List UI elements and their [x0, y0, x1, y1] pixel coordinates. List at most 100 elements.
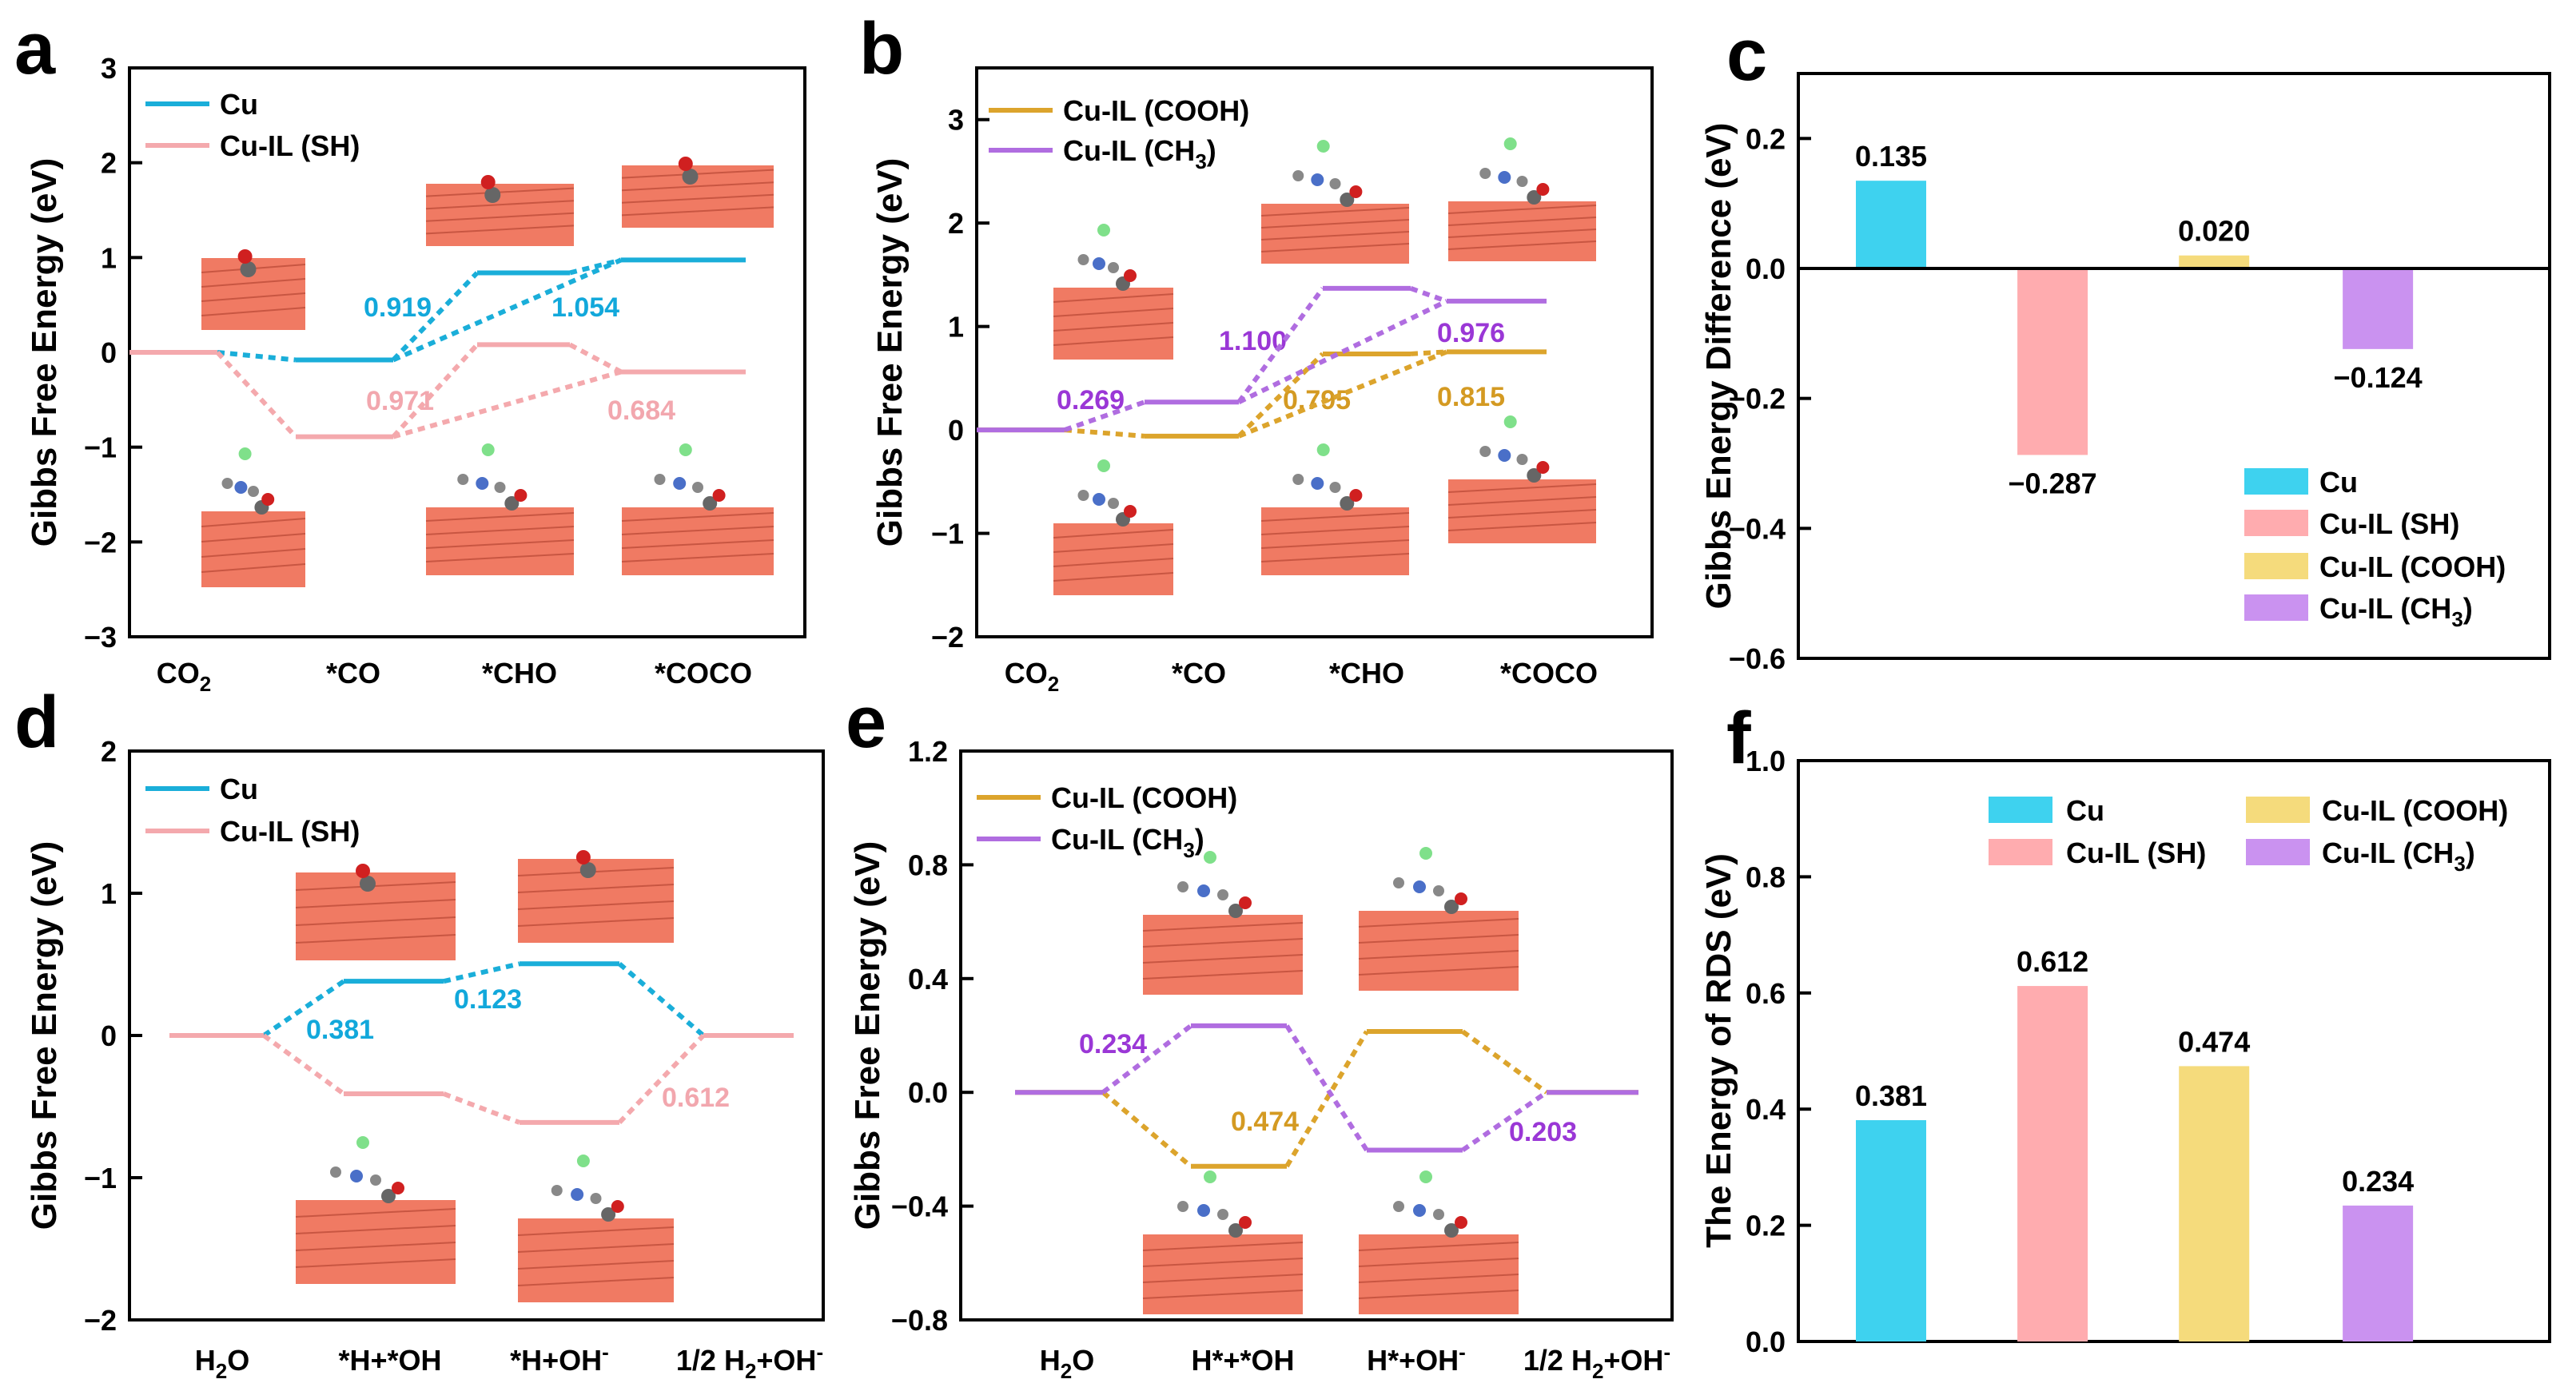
inset-a-il-coco-atom-2: [673, 477, 687, 490]
annotation-e-ch3-step1: 0.234: [1079, 1029, 1147, 1059]
energy-connector-d-s0-2: [443, 961, 520, 984]
inset-e-ch3-1-row-0: [1142, 922, 1304, 932]
inset-b-cooh-co-row-0: [1053, 529, 1174, 539]
legend-label-a-sh: Cu-IL (SH): [220, 129, 360, 162]
inset-d-cu-2-carbon: [579, 862, 596, 878]
legend-label-c-cu: Cu: [2319, 466, 2358, 499]
legend-swatch-c-cooh: [2244, 553, 2308, 579]
inset-d-sh-2-atom-5: [611, 1200, 624, 1213]
inset-a-coco-oxygen: [678, 157, 693, 171]
energy-connector-e-s0-2: [1284, 1030, 1369, 1168]
inset-e-ch3-2-atom-1: [1393, 877, 1404, 888]
ytick-label-f-2: 0.6: [1746, 977, 1786, 1010]
inset-b-cooh-coco-atom-5: [1536, 461, 1550, 474]
y-axis-title-a: Gibbs Free Energy (eV): [25, 158, 64, 547]
energy-connector-b-s1-1: [1064, 399, 1145, 432]
ytick-label-e-2: 0.4: [908, 963, 948, 996]
bar-value-label-c-3: −0.124: [2334, 361, 2423, 394]
inset-d-sh-2-row-3: [517, 1277, 675, 1286]
inset-a-il-co-atom-3: [248, 486, 259, 497]
inset-b-ch3-cho-atom-4: [1340, 193, 1355, 207]
inset-b-cooh-co-atom-1: [1077, 490, 1089, 501]
xtick-d-h-ohm: *H+OH-: [510, 1340, 609, 1377]
ytick-label-b-1: 2: [948, 207, 964, 240]
inset-b-cooh-co-atom-2: [1093, 493, 1105, 506]
inset-e-ch3-1-atom-5: [1239, 896, 1252, 909]
inset-e-ch3-2-row-2: [1358, 950, 1519, 960]
legend-swatch-f-cooh: [2246, 797, 2310, 823]
legend-label-c-cooh: Cu-IL (COOH): [2319, 550, 2506, 583]
inset-a-coco-row-0: [621, 169, 774, 179]
energy-connector-e-s0-3: [1461, 1029, 1548, 1095]
legend-swatch-f-sh: [1989, 839, 2052, 865]
inset-d-sh-2-atom-2: [571, 1188, 584, 1201]
xtick-e-h-oh: H*+*OH: [1191, 1344, 1294, 1377]
inset-a-il-co-atom-1: [221, 478, 233, 489]
ytick-label-c-2: −0.2: [1729, 383, 1786, 415]
inset-e-ch3-2-atom-3: [1433, 885, 1444, 896]
inset-b-ch3-coco-row-0: [1447, 205, 1597, 214]
energy-connector-d-s0-3: [618, 962, 705, 1038]
inset-e-cooh-1-row-2: [1142, 1274, 1304, 1283]
inset-b-cooh-cho-chloride: [1316, 443, 1330, 456]
ytick-label-f-1: 0.8: [1746, 860, 1786, 893]
inset-d-cu-2-oxygen: [575, 850, 591, 864]
ytick-label-b-0: 3: [948, 104, 964, 137]
inset-b-ch3-cho-chloride: [1316, 140, 1330, 153]
inset-a-il-coco-row-1: [621, 526, 774, 535]
inset-a-il-co-atom-2: [234, 481, 248, 494]
inset-a-il-cho-row-0: [425, 512, 575, 522]
inset-b-ch3-cho-atom-3: [1329, 178, 1341, 189]
inset-b-cooh-co-row-2: [1053, 558, 1174, 567]
energy-connector-d-s1-1: [262, 1033, 345, 1096]
inset-b-cooh-cho-row-1: [1260, 526, 1410, 535]
inset-a-coco-row-1: [621, 181, 774, 192]
inset-e-ch3-1-row-3: [1142, 970, 1304, 980]
energy-connector-a-s1-3: [568, 342, 623, 375]
inset-b-cooh-coco-atom-3: [1516, 454, 1528, 465]
inset-d-cu-1: [295, 864, 456, 960]
bar-value-label-c-2: 0.020: [2178, 215, 2250, 248]
inset-b-ch3-cho: [1260, 140, 1410, 264]
xtick-e-h2-ohm: 1/2 H2+OH-: [1523, 1340, 1670, 1383]
inset-d-cu-2-row-3: [517, 917, 675, 927]
inset-a-il-cho-atom-3: [494, 482, 506, 493]
xtick-d-h2o: H2O: [195, 1344, 249, 1383]
energy-connector-a-s0-1: [217, 350, 297, 363]
inset-a-coco: [621, 157, 774, 228]
inset-b-cooh-cho: [1260, 443, 1410, 575]
ytick-label-b-2: 1: [948, 311, 964, 344]
inset-a-cho-row-2: [425, 212, 575, 222]
annotation-d-cu-step1: 0.381: [306, 1015, 374, 1045]
ytick-label-b-5: −2: [931, 621, 964, 654]
inset-b-ch3-coco: [1447, 137, 1597, 261]
inset-e-cooh-2-atom-3: [1433, 1209, 1444, 1220]
bar-c-0: [1856, 181, 1926, 268]
inset-b-cooh-co-row-3: [1053, 572, 1174, 582]
inset-e-ch3-2-row-3: [1358, 966, 1519, 976]
energy-branch-a-s1: [392, 369, 622, 439]
bar-f-0: [1856, 1120, 1926, 1341]
inset-d-cu-1-row-2: [295, 916, 456, 926]
inset-d-cu-1-row-3: [295, 934, 456, 944]
inset-e-ch3-1-chloride: [1204, 851, 1216, 864]
inset-a-coco-carbon: [682, 169, 699, 185]
ytick-label-a-6: −3: [84, 621, 117, 654]
inset-d-cu-1-row-0: [295, 881, 456, 891]
inset-d-sh-2-surface: [518, 1218, 674, 1302]
inset-d-sh-2-atom-1: [551, 1185, 563, 1196]
inset-b-ch3-cho-row-0: [1260, 207, 1410, 217]
inset-a-co-oxygen: [237, 249, 253, 264]
ytick-label-a-2: 1: [101, 241, 117, 274]
y-axis-title-c: Gibbs Energy Difference (eV): [1699, 123, 1738, 610]
annotation-d-sh-step3: 0.612: [662, 1083, 730, 1113]
bar-value-label-f-3: 0.234: [2342, 1165, 2414, 1198]
inset-a-il-co-row-2: [201, 548, 306, 558]
plot-frame-f: [1797, 759, 2551, 1343]
inset-a-il-coco-row-2: [621, 539, 774, 549]
energy-connector-a-s0-3: [569, 257, 622, 276]
inset-b-cooh-coco-row-2: [1447, 509, 1597, 519]
inset-e-ch3-2-chloride: [1419, 847, 1432, 860]
inset-e-cooh-1-atom-2: [1197, 1204, 1210, 1217]
ytick-label-e-4: −0.4: [891, 1190, 948, 1223]
